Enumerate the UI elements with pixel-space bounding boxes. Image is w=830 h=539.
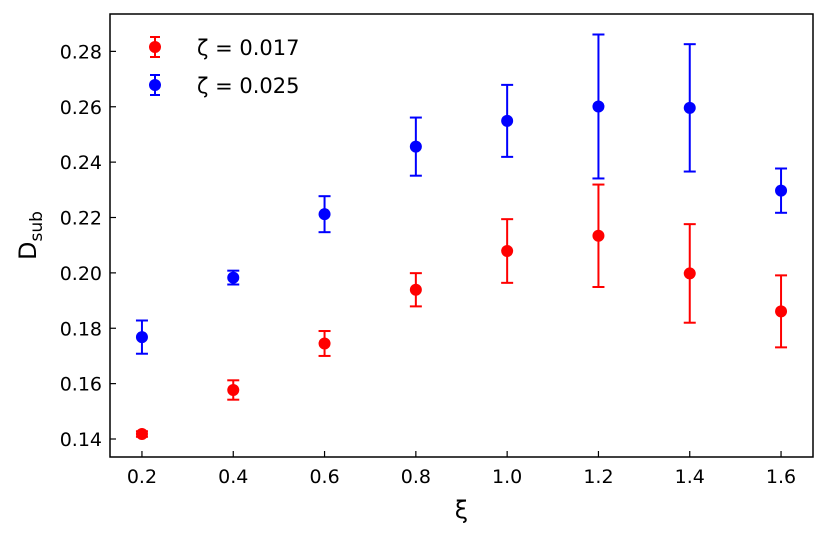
y-tick-label: 0.22 (60, 208, 102, 230)
x-tick-label: 0.6 (309, 466, 339, 488)
y-tick-label: 0.26 (60, 97, 102, 119)
data-point (592, 100, 605, 113)
x-tick-label: 0.4 (218, 466, 248, 488)
data-point (501, 245, 514, 258)
data-point (227, 271, 240, 284)
data-point (318, 337, 331, 350)
data-point (592, 229, 605, 242)
data-marks (135, 33, 788, 441)
data-point (683, 101, 696, 114)
data-point (683, 267, 696, 280)
legend: ζ = 0.017 ζ = 0.025 (149, 36, 300, 98)
series-1 (135, 183, 788, 441)
data-point (318, 208, 331, 221)
y-tick-label: 0.18 (60, 318, 102, 340)
y-axis-label-sub: sub (27, 211, 47, 241)
data-point (409, 283, 422, 296)
x-tick-label: 1.2 (583, 466, 613, 488)
x-tick-label: 1.0 (492, 466, 522, 488)
y-axis-label: Dsub (14, 211, 47, 260)
x-axis-label: ξ (455, 496, 468, 524)
series-2 (135, 33, 788, 355)
y-axis-label-main: D (14, 241, 42, 259)
y-tick-label: 0.14 (60, 429, 102, 451)
legend-label: ζ = 0.017 (197, 36, 300, 60)
legend-item-2: ζ = 0.025 (149, 74, 300, 98)
x-tick-label: 1.4 (675, 466, 705, 488)
y-tick-label: 0.16 (60, 374, 102, 396)
y-tick-label: 0.24 (60, 152, 102, 174)
y-tick-label: 0.28 (60, 41, 102, 63)
data-point (775, 184, 788, 197)
x-tick-label: 1.6 (766, 466, 796, 488)
legend-marker (149, 79, 161, 91)
data-point (135, 428, 148, 441)
legend-marker (149, 41, 161, 53)
x-tick-label: 0.2 (127, 466, 157, 488)
data-point (501, 114, 514, 127)
legend-item-1: ζ = 0.017 (149, 36, 300, 60)
data-point (409, 140, 422, 153)
plot-frame (109, 13, 814, 458)
data-point (227, 383, 240, 396)
axis-ticks: 0.2 0.4 0.6 0.8 1.0 1.2 1.4 1.6 0.14 0.16 0.18 0.20… (60, 41, 796, 488)
legend-label: ζ = 0.025 (197, 74, 300, 98)
data-point (135, 331, 148, 344)
data-point (775, 305, 788, 318)
y-tick-label: 0.20 (60, 263, 102, 285)
x-tick-label: 0.8 (401, 466, 431, 488)
